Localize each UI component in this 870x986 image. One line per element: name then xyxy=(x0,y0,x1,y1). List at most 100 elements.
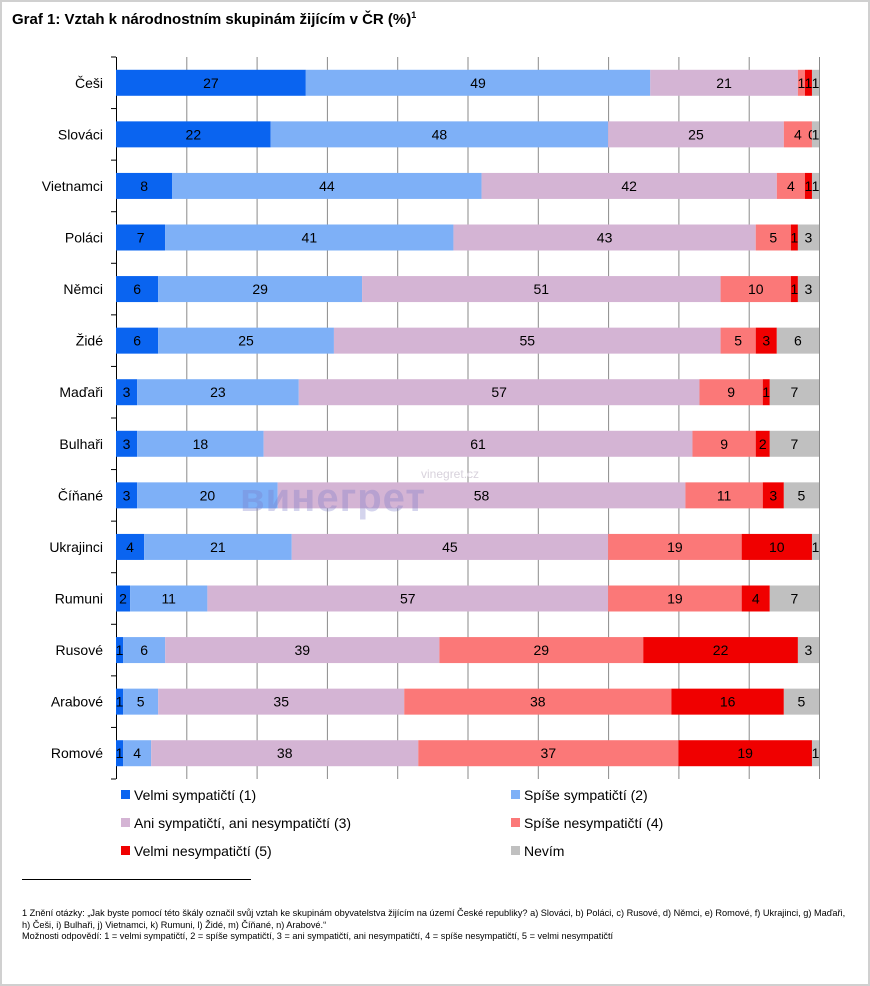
data-label: 22 xyxy=(713,642,729,658)
bar-segment xyxy=(811,121,819,148)
data-label: 5 xyxy=(798,694,806,710)
category-label: Rumuni xyxy=(55,591,103,607)
legend-swatch xyxy=(121,818,130,827)
data-label: 45 xyxy=(442,539,458,555)
legend-swatch xyxy=(511,790,520,799)
data-label: 1 xyxy=(790,230,798,246)
footnote-question: 1 Znění otázky: „Jak byste pomocí této š… xyxy=(22,908,846,930)
bar-segment xyxy=(755,430,770,457)
bar-segment xyxy=(811,69,819,96)
data-label: 1 xyxy=(805,178,813,194)
legend-label: Nevím xyxy=(524,843,565,859)
data-label: 21 xyxy=(716,75,732,91)
data-label: 1 xyxy=(812,745,820,761)
bar-segment xyxy=(263,430,693,457)
bar-segment xyxy=(769,430,819,457)
data-label: 4 xyxy=(126,539,134,555)
data-label: 3 xyxy=(769,487,777,503)
data-label: 1 xyxy=(798,75,806,91)
data-label: 1 xyxy=(116,745,124,761)
data-label: 1 xyxy=(805,75,813,91)
stacked-bar-chart: Češi274921111Slováci224825401Vietnamci84… xyxy=(42,56,820,780)
bar-segment xyxy=(769,379,819,406)
legend-item: Velmi nesympatičtí (5) xyxy=(121,843,272,859)
bar-segment xyxy=(439,637,644,664)
bar-segment xyxy=(123,637,166,664)
data-label: 11 xyxy=(161,591,176,607)
data-label: 38 xyxy=(530,694,546,710)
bar-segment xyxy=(137,430,264,457)
legend-item: Nevím xyxy=(511,843,564,859)
bar-segment xyxy=(158,276,363,303)
category-label: Vietnamci xyxy=(42,178,103,194)
bar-segment xyxy=(137,482,278,509)
bar-segment xyxy=(783,121,812,148)
data-label: 3 xyxy=(805,230,813,246)
bar-segment xyxy=(720,327,756,354)
bar-segment xyxy=(685,482,763,509)
data-label: 10 xyxy=(769,539,785,555)
bar-segment xyxy=(116,637,124,664)
data-label: 3 xyxy=(762,333,770,349)
data-label: 5 xyxy=(769,230,777,246)
bar-segment xyxy=(755,224,791,251)
data-label: 4 xyxy=(752,591,760,607)
data-label: 37 xyxy=(541,745,557,761)
bar-segment xyxy=(123,688,159,715)
data-label: 7 xyxy=(790,591,798,607)
bar-segment xyxy=(116,430,138,457)
chart-title: Graf 1: Vztah k národnostním skupinám ži… xyxy=(12,10,417,28)
data-label: 41 xyxy=(302,230,318,246)
bar-segment xyxy=(776,327,819,354)
data-label: 16 xyxy=(720,694,736,710)
data-label: 38 xyxy=(277,745,293,761)
data-label: 1 xyxy=(790,281,798,297)
legend-swatch xyxy=(121,790,130,799)
data-label: 22 xyxy=(186,126,202,142)
data-label: 58 xyxy=(474,487,490,503)
data-label: 1 xyxy=(116,642,124,658)
bar-segment xyxy=(762,482,784,509)
data-label: 1 xyxy=(762,384,770,400)
data-label: 29 xyxy=(252,281,268,297)
bar-segment xyxy=(608,121,784,148)
legend-item: Spíše sympatičtí (2) xyxy=(511,787,648,803)
bar-segment xyxy=(305,69,651,96)
bar-segment xyxy=(144,533,292,560)
data-label: 3 xyxy=(805,281,813,297)
bar-segment xyxy=(797,276,819,303)
category-label: Romové xyxy=(51,745,103,761)
bar-segment xyxy=(404,688,672,715)
footnote: 1 Znění otázky: „Jak byste pomocí této š… xyxy=(22,908,852,943)
bar-segment xyxy=(418,740,679,767)
bar-segment xyxy=(116,69,306,96)
bar-segment xyxy=(797,637,819,664)
bar-segment xyxy=(804,172,812,199)
data-label: 6 xyxy=(133,281,141,297)
legend-item: Spíše nesympatičtí (4) xyxy=(511,815,663,831)
bar-segment xyxy=(270,121,609,148)
bar-segment xyxy=(130,585,208,612)
data-label: 3 xyxy=(123,487,131,503)
bar-segment xyxy=(481,172,777,199)
data-label: 51 xyxy=(534,281,550,297)
data-label: 7 xyxy=(137,230,145,246)
bar-segment xyxy=(151,740,419,767)
legend-label: Velmi nesympatičtí (5) xyxy=(134,843,272,859)
bar-segment xyxy=(783,688,819,715)
bar-segment xyxy=(790,276,798,303)
data-label: 18 xyxy=(193,436,209,452)
data-label: 19 xyxy=(667,539,683,555)
data-label: 2 xyxy=(119,591,127,607)
data-label: 29 xyxy=(534,642,550,658)
bar-segment xyxy=(453,224,756,251)
legend-item: Ani sympatičtí, ani nesympatičtí (3) xyxy=(121,815,351,831)
category-label: Bulhaři xyxy=(59,436,103,452)
bar-segment xyxy=(608,533,742,560)
category-label: Rusové xyxy=(56,642,104,658)
bar-segment xyxy=(116,224,166,251)
bar-segment xyxy=(678,740,812,767)
data-label: 20 xyxy=(200,487,216,503)
data-label: 4 xyxy=(133,745,141,761)
